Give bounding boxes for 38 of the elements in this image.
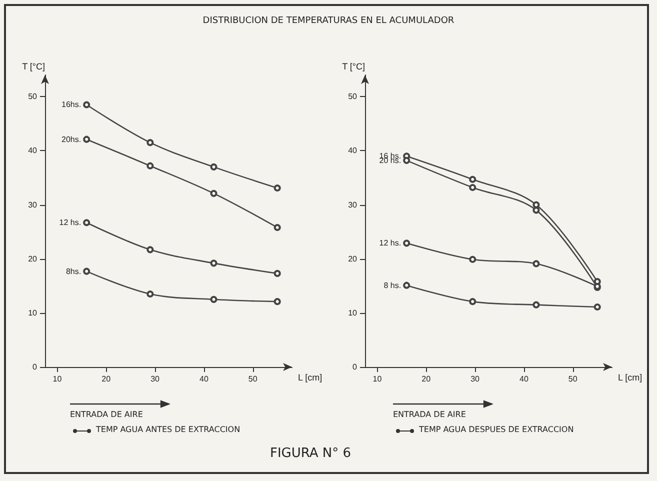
text: TEMP AGUA ANTES DE EXTRACCION <box>96 425 240 434</box>
x-tick-label: 30 <box>470 374 480 384</box>
text: TEMP AGUA DESPUES DE EXTRACCION <box>419 425 574 434</box>
text: FIGURA N° 6 <box>270 446 352 461</box>
series-label: 12 hs. <box>379 238 402 248</box>
y-tick-label: 20 <box>28 254 38 264</box>
series-label: 12 hs. <box>59 218 82 228</box>
y-tick-label: 40 <box>348 146 358 156</box>
series-label: 8hs. <box>66 266 82 276</box>
x-axis-title: L [cm] <box>618 372 642 382</box>
x-tick-label: 20 <box>422 374 432 384</box>
y-tick-label: 0 <box>32 362 38 372</box>
y-tick-label: 50 <box>28 92 38 102</box>
x-tick-label: 20 <box>102 374 112 384</box>
text: ENTRADA DE AIRE <box>70 410 143 419</box>
x-tick-label: 10 <box>52 374 62 384</box>
y-tick-label: 50 <box>348 92 358 102</box>
x-tick-label: 40 <box>200 374 209 384</box>
x-tick-label: 40 <box>520 374 529 384</box>
x-tick-label: 10 <box>372 374 382 384</box>
y-tick-label: 10 <box>28 308 38 318</box>
y-tick-label: 10 <box>348 308 358 318</box>
series-label: 16hs. <box>61 100 82 110</box>
x-axis-title: L [cm] <box>298 372 322 382</box>
y-tick-label: 30 <box>28 200 38 210</box>
y-tick-label: 20 <box>348 254 358 264</box>
y-tick-label: 0 <box>352 362 358 372</box>
series-label: 8 hs. <box>384 280 402 290</box>
series-label: 20hs. <box>61 134 82 144</box>
text: DISTRIBUCION DE TEMPERATURAS EN EL ACUMULADOR <box>202 16 456 26</box>
y-axis-title: T [°C] <box>22 62 45 72</box>
y-tick-label: 40 <box>28 146 38 156</box>
x-tick-label: 30 <box>150 374 160 384</box>
y-axis-title: T [°C] <box>342 62 365 72</box>
text: ENTRADA DE AIRE <box>393 410 466 419</box>
y-tick-label: 30 <box>348 200 358 210</box>
x-tick-label: 50 <box>568 374 578 384</box>
x-tick-label: 50 <box>248 374 258 384</box>
